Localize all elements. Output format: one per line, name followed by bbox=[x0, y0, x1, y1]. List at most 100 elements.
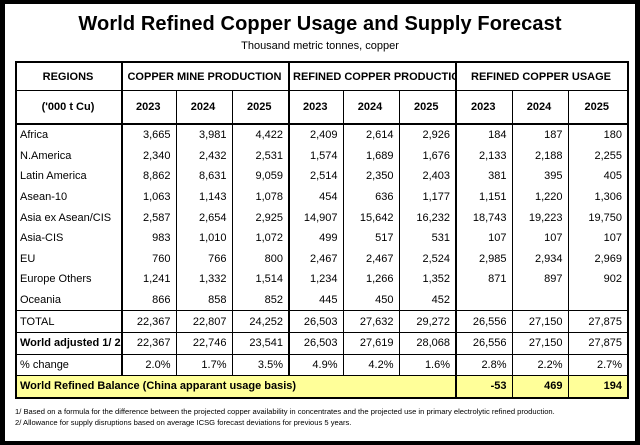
adjusted-row: World adjusted 1/ 2/22,367 22,746 23,541 26… bbox=[16, 331, 629, 355]
value-cell: 1,143 bbox=[175, 186, 232, 208]
value-cell: 2,467 bbox=[342, 248, 399, 270]
value-cell: 517 bbox=[342, 227, 399, 249]
value-cell: 531 bbox=[398, 227, 457, 249]
balance-value: -53 bbox=[455, 375, 513, 398]
value-cell: 902 bbox=[567, 269, 629, 290]
value-cell: 2,934 bbox=[511, 248, 569, 270]
value-cell: 1.7% bbox=[175, 353, 232, 376]
value-cell: 858 bbox=[175, 289, 232, 311]
value-cell bbox=[511, 289, 569, 311]
value-cell: 27,150 bbox=[511, 310, 569, 333]
value-cell: 2,514 bbox=[288, 166, 343, 187]
year-header: 2025 bbox=[398, 90, 457, 124]
value-cell: 395 bbox=[511, 166, 569, 187]
value-cell: 22,367 bbox=[121, 331, 176, 355]
balance-row: World Refined Balance (China apparant us… bbox=[16, 375, 629, 398]
value-cell: 450 bbox=[342, 289, 399, 311]
group-header-mine: COPPER MINE PRODUCTION bbox=[121, 62, 289, 91]
page-subtitle: Thousand metric tonnes, copper bbox=[241, 40, 399, 52]
value-cell: 14,907 bbox=[288, 207, 343, 228]
value-cell: 2,467 bbox=[288, 248, 343, 270]
report-page: World Refined Copper Usage and Supply Fo… bbox=[5, 4, 635, 441]
year-header: 2023 bbox=[455, 90, 513, 124]
adjusted-label: World adjusted 1/ 2/ bbox=[16, 331, 122, 355]
value-cell: 2,985 bbox=[455, 248, 513, 270]
region-label: Oceania bbox=[20, 294, 61, 307]
group-header-refined-usage: REFINED COPPER USAGE bbox=[455, 62, 629, 91]
balance-value: 194 bbox=[567, 375, 629, 398]
value-cell: 27,619 bbox=[342, 331, 399, 355]
value-cell: 983 bbox=[121, 227, 176, 249]
value-cell: 1,306 bbox=[567, 186, 629, 208]
year-header: 2023 bbox=[288, 90, 343, 124]
value-cell: 2,524 bbox=[398, 248, 457, 270]
value-cell: 2,432 bbox=[175, 145, 232, 167]
value-cell: 2,255 bbox=[567, 145, 629, 167]
value-cell: 2,133 bbox=[455, 145, 513, 167]
value-cell: 8,862 bbox=[121, 166, 176, 187]
value-cell: 2,409 bbox=[288, 123, 343, 146]
value-cell: 3,665 bbox=[121, 123, 176, 146]
value-cell: 3,981 bbox=[175, 123, 232, 146]
value-cell: 1,514 bbox=[231, 269, 289, 290]
value-cell: 180 bbox=[567, 123, 629, 146]
change-label: % change bbox=[16, 353, 122, 376]
value-cell: 1,266 bbox=[342, 269, 399, 290]
value-cell: 1,574 bbox=[288, 145, 343, 167]
total-label: TOTAL bbox=[16, 310, 122, 333]
regions-header: REGIONS bbox=[42, 70, 94, 83]
value-cell: 1,676 bbox=[398, 145, 457, 167]
value-cell: 636 bbox=[342, 186, 399, 208]
value-cell: 2,188 bbox=[511, 145, 569, 167]
value-cell: 1.6% bbox=[398, 353, 457, 376]
region-label: Africa bbox=[16, 123, 122, 146]
value-cell: 766 bbox=[175, 248, 232, 270]
value-cell: 26,503 bbox=[288, 331, 343, 355]
group-header-refined-production: REFINED COPPER PRODUCTION bbox=[287, 62, 457, 91]
value-cell: 852 bbox=[231, 289, 289, 311]
value-cell: 16,232 bbox=[398, 207, 457, 228]
value-cell: 184 bbox=[455, 123, 513, 146]
region-label: EU bbox=[20, 252, 36, 265]
region-label: Latin America bbox=[20, 170, 87, 183]
copper-forecast-table: REGIONS COPPER MINE PRODUCTION REFINED C… bbox=[15, 61, 630, 399]
value-cell: 897 bbox=[511, 269, 569, 290]
value-cell: 4,422 bbox=[231, 123, 289, 146]
value-cell: 29,272 bbox=[398, 310, 457, 333]
value-cell: 2,969 bbox=[567, 248, 629, 270]
value-cell: 1,078 bbox=[231, 186, 289, 208]
value-cell: 2.8% bbox=[455, 353, 513, 376]
value-cell: 1,220 bbox=[511, 186, 569, 208]
value-cell: 9,059 bbox=[231, 166, 289, 187]
region-label: Europe Others bbox=[20, 273, 92, 286]
header-year-row: ('000 t Cu) 2023 2024 2025 2023 2024 2025 2023… bbox=[16, 90, 629, 124]
value-cell: 2.0% bbox=[121, 353, 176, 376]
balance-value: 469 bbox=[511, 375, 569, 398]
value-cell: 2,531 bbox=[231, 145, 289, 167]
value-cell: 2,587 bbox=[121, 207, 176, 228]
value-cell: 2,926 bbox=[398, 123, 457, 146]
region-row: EU 760 766 800 2,467 2,467 2,524 2,985 2,934 2,96… bbox=[16, 248, 629, 270]
value-cell: 19,223 bbox=[511, 207, 569, 228]
year-header: 2024 bbox=[511, 90, 569, 124]
value-cell: 1,072 bbox=[231, 227, 289, 249]
value-cell: 445 bbox=[288, 289, 343, 311]
value-cell: 1,241 bbox=[121, 269, 176, 290]
value-cell: 22,807 bbox=[175, 310, 232, 333]
region-row: Oceania 866 858 852 445 450 452 bbox=[16, 289, 629, 311]
value-cell: 452 bbox=[398, 289, 457, 311]
value-cell bbox=[455, 289, 513, 311]
year-header: 2024 bbox=[175, 90, 232, 124]
year-header: 2024 bbox=[342, 90, 399, 124]
header-group-row: REGIONS COPPER MINE PRODUCTION REFINED C… bbox=[16, 62, 629, 91]
value-cell: 26,503 bbox=[288, 310, 343, 333]
value-cell: 24,252 bbox=[231, 310, 289, 333]
value-cell: 2.2% bbox=[511, 353, 569, 376]
value-cell: 1,010 bbox=[175, 227, 232, 249]
footnote-2: 2/ Allowance for supply disruptions base… bbox=[15, 418, 352, 427]
total-row: TOTAL 22,367 22,807 24,252 26,503 27,632 29,27… bbox=[16, 310, 629, 333]
value-cell: 1,063 bbox=[121, 186, 176, 208]
region-label: N.America bbox=[20, 149, 72, 162]
value-cell: 107 bbox=[567, 227, 629, 249]
value-cell bbox=[567, 289, 629, 311]
